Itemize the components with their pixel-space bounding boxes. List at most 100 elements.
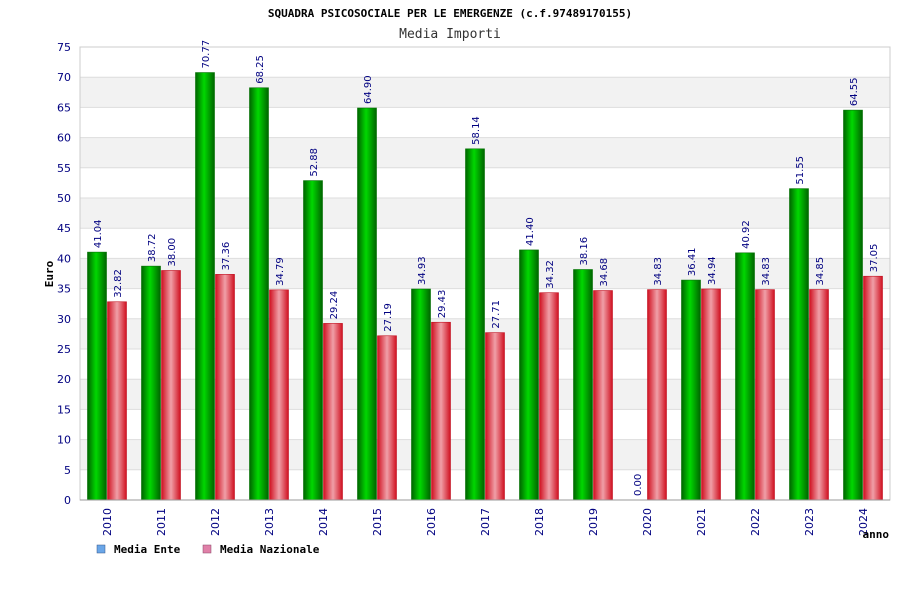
x-axis-label: anno <box>863 528 890 541</box>
x-tick-label: 2017 <box>479 508 492 536</box>
legend-swatch-media-ente <box>96 544 106 554</box>
bar-media-nazionale <box>809 289 829 501</box>
y-tick-label: 0 <box>64 494 71 507</box>
bar-media-ente <box>249 87 269 501</box>
bar-media-ente <box>357 107 377 501</box>
x-tick-label: 2024 <box>857 508 870 536</box>
bar-media-nazionale <box>863 275 883 501</box>
data-label: 37.05 <box>869 244 880 273</box>
data-label: 34.93 <box>417 256 428 285</box>
y-tick-label: 10 <box>57 434 71 447</box>
y-axis-label: Euro <box>43 260 56 287</box>
bar-media-ente <box>843 109 863 501</box>
x-axis-ticks: 2010 2011 2012 2013 2014 2015 2016 2017 2018 2019… <box>101 508 870 536</box>
y-tick-label: 25 <box>57 343 71 356</box>
data-label: 40.92 <box>741 220 752 249</box>
chart-subtitle: Media Importi <box>399 27 501 42</box>
y-tick-label: 45 <box>57 222 71 235</box>
grid-band <box>80 77 890 108</box>
bar-media-nazionale <box>323 323 343 501</box>
x-tick-label: 2011 <box>155 508 168 536</box>
data-label: 27.19 <box>383 303 394 332</box>
x-tick-label: 2014 <box>317 508 330 536</box>
x-tick-label: 2010 <box>101 508 114 536</box>
data-label: 29.24 <box>329 291 340 320</box>
data-label: 38.00 <box>167 238 178 267</box>
y-tick-label: 35 <box>57 283 71 296</box>
data-labels: 41.04 32.82 38.72 38.00 70.77 37.36 68.25 34.79… <box>93 40 880 496</box>
data-label: 34.32 <box>545 260 556 289</box>
x-tick-label: 2022 <box>749 508 762 536</box>
legend-swatch-media-nazionale <box>202 544 212 554</box>
data-label: 29.43 <box>437 290 448 319</box>
bar-media-nazionale <box>161 270 181 501</box>
bar-media-ente <box>681 279 701 501</box>
data-label: 51.55 <box>795 156 806 185</box>
y-tick-label: 5 <box>64 464 71 477</box>
y-tick-label: 50 <box>57 192 71 205</box>
bar-media-nazionale <box>377 335 397 501</box>
bar-media-nazionale <box>485 332 505 501</box>
bar-media-ente <box>303 180 323 501</box>
x-tick-label: 2020 <box>641 508 654 536</box>
bars <box>87 72 883 501</box>
data-label: 64.90 <box>363 75 374 104</box>
data-label: 0.00 <box>633 474 644 496</box>
data-label: 41.04 <box>93 219 104 248</box>
y-axis-ticks: 0 5 10 15 20 25 30 35 40 45 50 55 60 65 70 75 <box>57 41 71 507</box>
data-label: 58.14 <box>471 116 482 145</box>
x-tick-label: 2018 <box>533 508 546 536</box>
x-tick-label: 2013 <box>263 508 276 536</box>
bar-media-ente <box>411 288 431 501</box>
y-tick-label: 75 <box>57 41 71 54</box>
y-tick-label: 15 <box>57 403 71 416</box>
data-label: 38.72 <box>147 233 158 262</box>
bar-media-ente <box>789 188 809 501</box>
bar-media-ente <box>519 249 539 501</box>
bar-media-nazionale <box>431 321 451 501</box>
y-tick-label: 40 <box>57 252 71 265</box>
y-tick-label: 30 <box>57 313 71 326</box>
bar-media-nazionale <box>593 290 613 501</box>
y-tick-label: 70 <box>57 71 71 84</box>
legend-label-media-nazionale: Media Nazionale <box>220 543 320 556</box>
data-label: 34.94 <box>707 256 718 285</box>
bar-media-nazionale <box>539 292 559 501</box>
bar-media-ente <box>735 252 755 501</box>
bar-media-nazionale <box>755 289 775 501</box>
x-tick-label: 2023 <box>803 508 816 536</box>
x-tick-label: 2015 <box>371 508 384 536</box>
data-label: 64.55 <box>849 77 860 106</box>
y-tick-label: 55 <box>57 162 71 175</box>
data-label: 68.25 <box>255 55 266 84</box>
bar-media-nazionale <box>269 289 289 501</box>
y-tick-label: 65 <box>57 101 71 114</box>
data-label: 37.36 <box>221 242 232 271</box>
grid-band <box>80 258 890 289</box>
bar-media-ente <box>195 72 215 501</box>
data-label: 52.88 <box>309 148 320 177</box>
y-tick-label: 60 <box>57 132 71 145</box>
legend: Media Ente Media Nazionale <box>96 543 320 556</box>
x-tick-label: 2021 <box>695 508 708 536</box>
bar-media-ente <box>573 269 593 501</box>
bar-media-nazionale <box>647 289 667 501</box>
grid-bands <box>80 77 890 470</box>
grid-band <box>80 379 890 410</box>
chart-title: SQUADRA PSICOSOCIALE PER LE EMERGENZE (c… <box>268 7 632 20</box>
x-tick-label: 2012 <box>209 508 222 536</box>
data-label: 34.68 <box>599 258 610 287</box>
grid-band <box>80 198 890 229</box>
data-label: 27.71 <box>491 300 502 329</box>
grid-band <box>80 439 890 470</box>
bar-media-ente <box>87 251 107 501</box>
data-label: 34.83 <box>761 257 772 286</box>
bar-media-ente <box>465 148 485 501</box>
data-label: 41.40 <box>525 217 536 246</box>
grid-band <box>80 137 890 168</box>
data-label: 34.83 <box>653 257 664 286</box>
data-label: 34.79 <box>275 257 286 286</box>
bar-media-ente <box>141 265 161 501</box>
bar-media-nazionale <box>701 288 721 501</box>
